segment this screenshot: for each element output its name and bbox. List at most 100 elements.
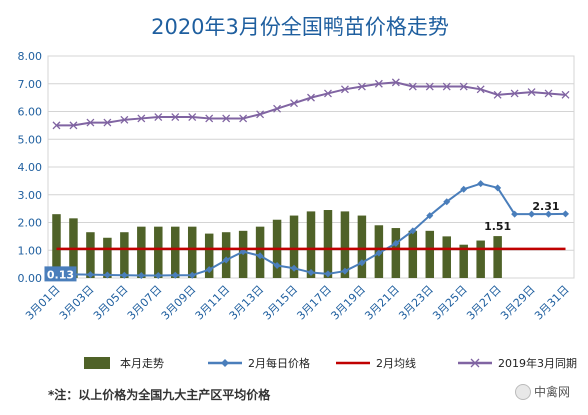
bar (289, 215, 299, 278)
x-tick-label: 3月07日 (125, 283, 165, 323)
bar (476, 240, 485, 278)
point (120, 271, 128, 279)
y-tick-label: 4.00 (18, 161, 43, 174)
point (222, 256, 230, 264)
point (205, 266, 213, 274)
x-tick-label: 3月27日 (464, 283, 504, 323)
point (171, 271, 179, 279)
point (443, 198, 451, 206)
bar (52, 214, 61, 278)
point (324, 270, 332, 278)
annotations: 0.13 1.51 2.31 (44, 200, 560, 282)
data-label-box (44, 266, 77, 282)
bar (493, 236, 502, 278)
legend-label: 2月均线 (376, 356, 416, 370)
point (442, 82, 451, 91)
point (459, 82, 468, 91)
y-tick-label: 1.00 (18, 244, 43, 257)
bar (120, 232, 129, 278)
y-axis-ticks: 0.00 1.00 2.00 3.00 4.00 5.00 6.00 7.00 8.00 (18, 50, 43, 285)
point (86, 271, 94, 279)
point (408, 82, 417, 91)
y-tick-label: 3.00 (18, 189, 43, 202)
x-tick-label: 3月05日 (91, 283, 131, 323)
point (357, 82, 366, 91)
x-tick-label: 3月01日 (23, 283, 63, 323)
point (137, 272, 145, 280)
x-tick-label: 3月25日 (430, 283, 470, 323)
point (375, 249, 383, 257)
point (358, 259, 366, 267)
point (324, 89, 332, 98)
x-tick-label: 3月21日 (362, 283, 402, 323)
point (494, 184, 502, 192)
point (426, 212, 434, 220)
point (188, 271, 196, 279)
bar (442, 236, 451, 278)
point (340, 85, 349, 94)
y-tick-label: 7.00 (18, 78, 43, 91)
point (460, 185, 468, 193)
bar (221, 232, 231, 278)
point (527, 88, 536, 97)
bar (459, 244, 468, 278)
point (205, 114, 214, 123)
bar (340, 211, 350, 278)
brand-name: 中禽网 (534, 385, 571, 399)
point (477, 180, 485, 188)
y-tick-label: 8.00 (18, 50, 43, 63)
series-line (56, 81, 566, 127)
point (307, 268, 315, 276)
y-tick-label: 6.00 (18, 106, 43, 119)
y-tick-label: 0.00 (18, 272, 43, 285)
x-tick-label: 3月17日 (294, 283, 334, 323)
point (171, 113, 180, 122)
y-tick-label: 2.00 (18, 217, 43, 230)
x-tick-label: 3月29日 (498, 283, 538, 323)
legend-label: 2月每日价格 (248, 356, 310, 370)
x-tick-label: 3月15日 (261, 283, 301, 323)
point (120, 115, 129, 124)
point (392, 239, 400, 247)
x-tick-label: 3月19日 (328, 283, 368, 323)
legend-swatch (84, 357, 110, 369)
bar (154, 226, 163, 278)
x-tick-label: 3月31日 (532, 283, 572, 323)
point (493, 90, 502, 99)
point (273, 262, 281, 270)
x-axis-ticks: 3月01日3月03日3月05日3月07日3月09日3月11日3月13日3月15日… (23, 283, 572, 323)
bar (408, 230, 418, 278)
point (188, 113, 197, 122)
x-tick-label: 3月13日 (227, 283, 267, 323)
bar (357, 215, 367, 278)
data-label: 2.31 (532, 200, 559, 213)
bar (171, 226, 180, 278)
point (86, 118, 95, 127)
bar (306, 211, 316, 278)
point (256, 252, 264, 260)
point (545, 210, 553, 218)
point (103, 271, 111, 279)
point (561, 90, 570, 99)
legend-marker (221, 359, 229, 367)
footer-note: *注：以上价格为全国九大主产区平均价格 (48, 388, 271, 402)
point (290, 99, 298, 108)
point (409, 227, 417, 235)
bar (86, 232, 95, 278)
bar (103, 237, 112, 278)
point (476, 85, 485, 94)
bar (391, 228, 401, 278)
y-tick-label: 5.00 (18, 133, 43, 146)
chart-title: 2020年3月份全国鸭苗价格走势 (151, 15, 449, 39)
point (307, 93, 315, 102)
x-tick-label: 3月03日 (57, 283, 97, 323)
point (374, 79, 383, 88)
data-label: 1.51 (484, 220, 511, 233)
point (290, 264, 298, 272)
brand-logo-icon (515, 383, 531, 400)
data-label: 0.13 (47, 268, 74, 281)
point (239, 114, 248, 123)
point (154, 272, 162, 280)
point (562, 210, 570, 218)
